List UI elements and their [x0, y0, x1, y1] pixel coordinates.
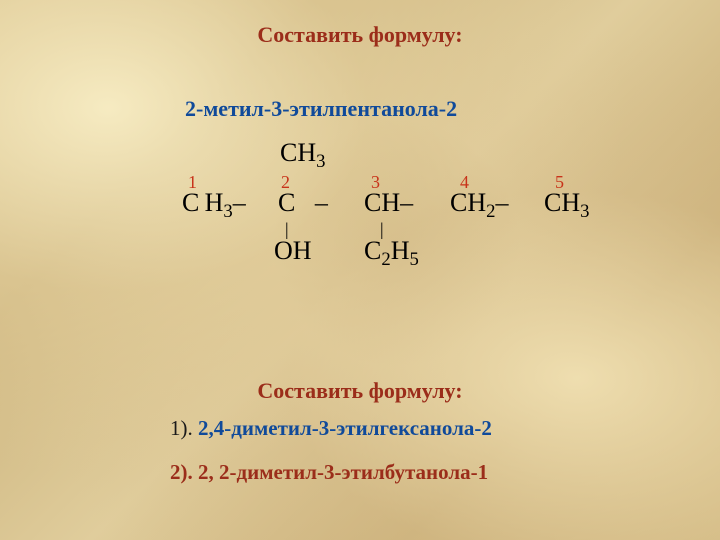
substituent-c2h5: C2H5 [364, 238, 419, 264]
carbon-1: C H3– [182, 190, 246, 216]
carbon-4: CH2– [450, 190, 508, 216]
substituent-oh: OH [274, 238, 312, 264]
carbon-5: CH3 [544, 190, 589, 216]
task-2: 2). 2, 2-диметил-3-этилбутанола-1 [170, 460, 488, 485]
carbon-3: CH– [364, 190, 413, 216]
substituent-ch3: CH3 [280, 140, 325, 166]
task-1: 1). 2,4-диметил-3-этилгексанола-2 [170, 416, 492, 441]
page-title-1: Составить формулу: [0, 22, 720, 48]
task-1-index: 1). [170, 416, 198, 440]
task-1-text: 2,4-диметил-3-этилгексанола-2 [198, 416, 492, 440]
page-title-2: Составить формулу: [0, 378, 720, 404]
carbon-2: C – [278, 190, 328, 216]
compound-name: 2-метил-3-этилпентанола-2 [185, 96, 457, 122]
